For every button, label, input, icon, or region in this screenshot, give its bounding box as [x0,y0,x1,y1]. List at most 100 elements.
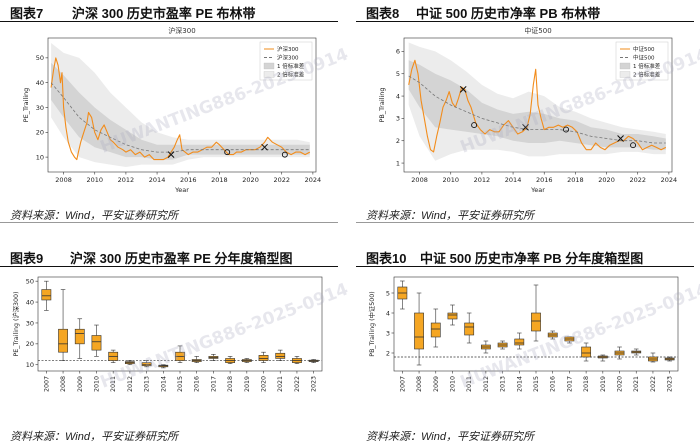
box [275,352,286,359]
chart-title: 沪深300 [168,26,195,35]
x-tick-label: 2021 [277,376,284,392]
x-tick-label: 2008 [55,176,72,184]
figure-number: 图表8 [366,6,400,21]
chart-panel-pb-bollinger-csi500: 图表8 中证 500 历史市净率 PB 布林带 中证500 2008 2010 201… [356,0,694,224]
circle-marker [281,151,288,158]
legend-swatch [619,71,631,78]
legend-label: 1 倍标准差 [633,62,661,70]
y-tick-label: 30 [26,319,34,327]
chart-panel-pe-bollinger-hs300: 图表7 沪深 300 历史市盈率 PE 布林带 沪深300 2008 2010 201… [0,0,338,224]
figure-number: 图表7 [10,6,44,21]
x-axis-label: Year [174,186,189,194]
box [41,289,52,301]
x-tick-label: 2013 [500,376,507,392]
figure-title: 中证 500 历史市净率 PB 布林带 [416,6,601,21]
x-tick-label: 2024 [305,176,322,184]
x-tick-label: 2023 [311,376,318,392]
y-tick-label: 20 [36,129,44,137]
std-band [51,62,310,160]
x-tick-label: 2010 [442,176,459,184]
boxplot-chart: 2007 2008 2009 2010 2011 2012 2013 2014 2015 2016… [11,276,323,392]
x-tick-label: 2014 [149,176,166,184]
y-tick-label: 40 [36,79,44,87]
y-tick-label: 40 [26,298,34,306]
legend-box [259,41,313,81]
x-tick-label: 2017 [210,376,217,392]
source-note: 资料来源：Wind，平安证券研究所 [366,431,534,443]
x-tick-label: 2010 [86,176,103,184]
box [447,312,458,320]
x-tick-label: 2020 [261,376,268,392]
legend-swatch [263,62,275,70]
y-axis-label: PB_Trailing (中证500) [367,291,376,356]
x-tick-label: 2008 [60,376,67,392]
panel-title-bar: 图表7 沪深 300 历史市盈率 PE 布林带 [0,0,338,22]
box [141,362,152,367]
boxplot-chart: 2007 2008 2009 2010 2011 2012 2013 2014 2015 2016… [367,276,679,392]
circle-marker [471,122,478,129]
box [74,328,85,345]
y-tick-label: 2 [386,349,390,357]
x-tick-label: 2016 [180,176,197,184]
y-tick-label: 4 [386,309,390,317]
panel-title-bar: 图表10 中证 500 历史市净率 PB 分年度箱型图 [356,245,694,267]
y-tick-label: 4 [396,92,400,100]
x-tick-label: 2014 [516,376,523,392]
box [430,322,441,338]
x-tick-label: 2018 [567,176,584,184]
x-tick-label: 2015 [533,376,540,392]
y-tick-label: 30 [36,104,44,112]
x-tick-label: 2011 [110,376,117,392]
y-tick-label: 20 [26,340,34,348]
x-tick-label: 2019 [600,376,607,392]
x-axis-label: Year [530,186,545,194]
mean-line [408,75,666,144]
x-tick-label: 2008 [411,176,428,184]
box [581,346,592,358]
x-tick-label: 2009 [77,376,84,392]
x-tick-label: 2020 [617,376,624,392]
y-tick-label: 10 [36,153,44,161]
cross-marker [167,151,175,158]
circle-marker [224,149,231,156]
x-tick-label: 2022 [650,376,657,392]
cross-marker [261,143,268,151]
x-tick-label: 2019 [244,376,251,392]
y-tick-label: 5 [386,289,390,297]
y-tick-label: 2 [396,137,400,145]
y-tick-label: 3 [396,115,400,123]
x-tick-label: 2007 [399,376,406,392]
legend-swatch [619,62,631,70]
x-tick-label: 2024 [661,176,678,184]
x-tick-label: 2013 [144,376,151,392]
legend-label: 2 倍标准差 [277,71,305,79]
figure-title: 沪深 300 历史市盈率 PE 布林带 [72,6,256,21]
plot-frame [47,37,317,173]
x-tick-label: 2012 [118,176,135,184]
x-tick-label: 2022 [629,176,646,184]
x-tick-label: 2016 [550,376,557,392]
y-tick-label: 50 [26,277,34,285]
circle-marker [563,126,569,133]
cross-marker [459,86,467,93]
legend-swatch [263,71,275,78]
source-note: 资料来源：Wind，平安证券研究所 [366,210,534,222]
plot-frame [403,37,673,173]
box [464,322,475,336]
figure-title: 沪深 300 历史市盈率 PE 分年度箱型图 [70,251,293,266]
x-tick-label: 2012 [483,376,490,392]
x-tick-label: 2015 [177,376,184,392]
x-tick-label: 2014 [160,376,167,392]
cross-marker [522,123,529,131]
y-axis-label: PE_Trailing [22,88,30,123]
box [258,355,269,361]
x-tick-label: 2022 [294,376,301,392]
box [58,328,68,353]
x-tick-label: 2018 [211,176,228,184]
y-axis-label: PB_Trailing [378,88,386,123]
legend-label: 中证500 [633,54,655,62]
x-tick-label: 2010 [93,376,100,392]
cross-marker [617,135,624,142]
x-tick-label: 2020 [598,176,615,184]
